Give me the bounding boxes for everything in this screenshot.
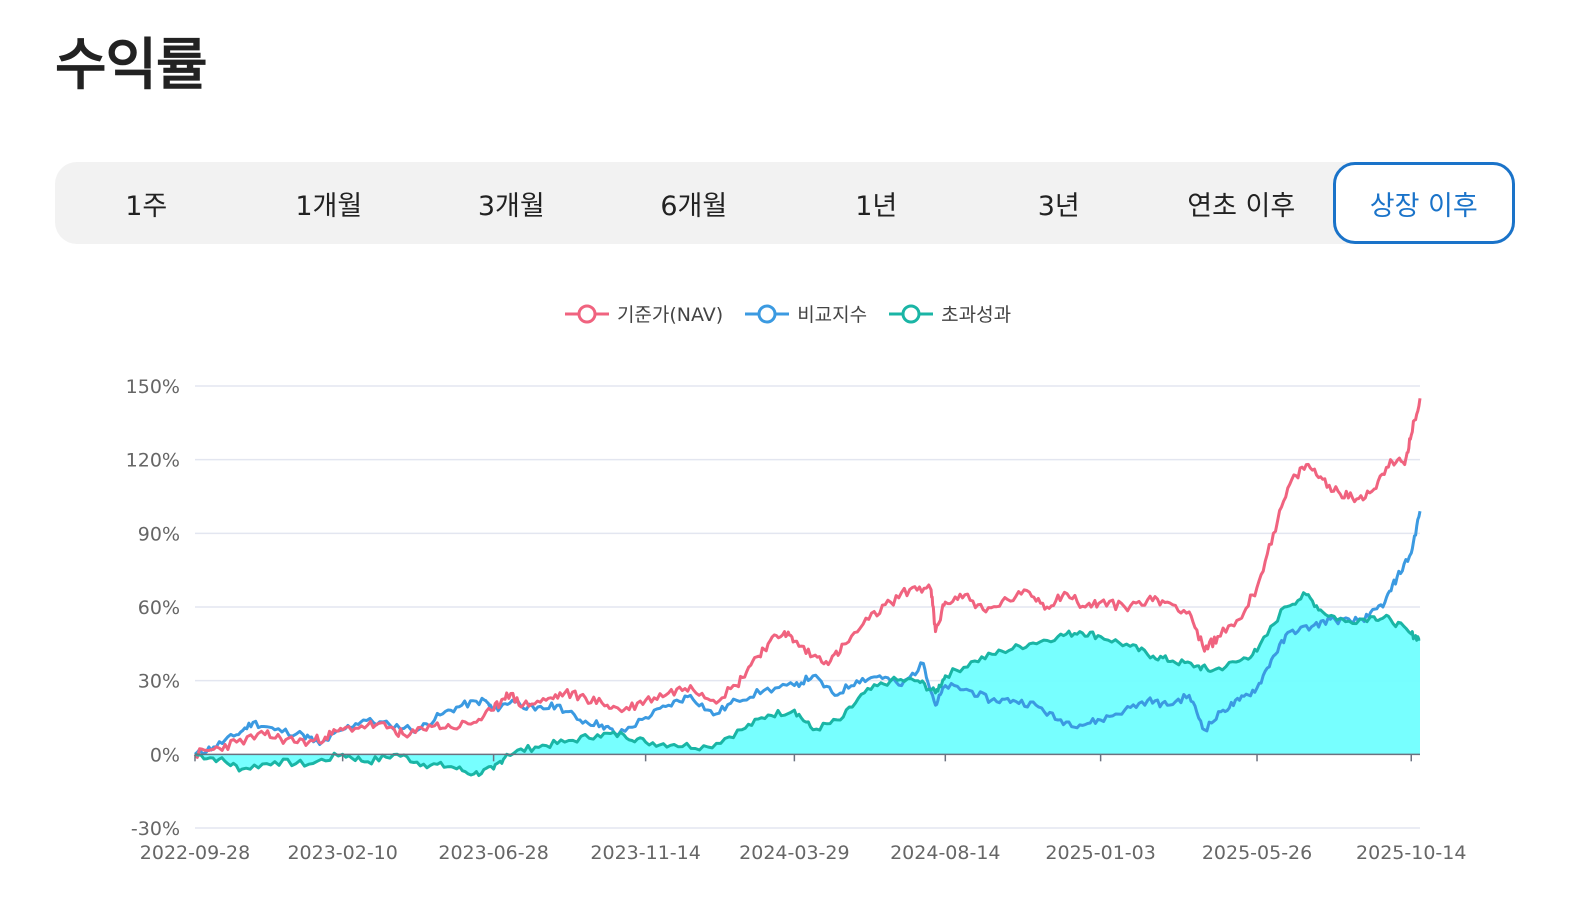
y-tick-label: 60% — [138, 597, 180, 619]
y-tick-label: 150% — [126, 376, 180, 398]
legend-label-benchmark: 비교지수 — [797, 304, 868, 326]
y-tick-label: 0% — [150, 744, 180, 766]
x-tick-label: 2023-06-28 — [438, 842, 548, 864]
nav-line — [193, 398, 1422, 759]
legend-item-excess[interactable]: 초과성과 — [889, 300, 1011, 327]
y-tick-label: 120% — [126, 450, 180, 472]
legend-excess-marker-icon — [889, 304, 934, 323]
period-tab-1w[interactable]: 1주 — [125, 190, 168, 222]
legend-label-excess: 초과성과 — [941, 304, 1012, 326]
x-tick-label: 2023-11-14 — [590, 842, 700, 864]
period-tab-1y[interactable]: 1년 — [855, 190, 898, 222]
x-tick-label: 2024-08-14 — [890, 842, 1000, 864]
y-tick-label: -30% — [131, 818, 180, 840]
axes: 150% 120% 90% 60% 30% 0% -30%2022-09-28 2023-02… — [126, 376, 1467, 864]
legend-label-nav: 기준가(NAV) — [616, 304, 724, 326]
legend-nav-marker-icon — [564, 304, 609, 323]
x-tick-label: 2022-09-28 — [140, 842, 250, 864]
excess-line — [194, 591, 1421, 777]
period-selector: 1주 1개월 3개월 6개월 1년 3년 연초 이후 상장 이후 — [55, 162, 1515, 244]
page-title: 수익률 — [55, 33, 208, 98]
legend-benchmark-marker-icon — [745, 304, 790, 323]
series-lines — [193, 398, 1422, 777]
period-tab-6m[interactable]: 6개월 — [660, 190, 728, 222]
x-tick-label: 2025-01-03 — [1045, 842, 1155, 864]
x-tick-label: 2025-05-26 — [1202, 842, 1312, 864]
x-tick-label: 2025-10-14 — [1356, 842, 1466, 864]
period-tab-ytd[interactable]: 연초 이후 — [1187, 190, 1296, 222]
period-tab-since-listing[interactable]: 상장 이후 — [1332, 162, 1515, 244]
excess-area — [195, 592, 1420, 776]
excess-area-fill — [195, 592, 1420, 776]
y-tick-label: 30% — [138, 671, 180, 693]
x-tick-label: 2023-02-10 — [287, 842, 397, 864]
legend-item-nav[interactable]: 기준가(NAV) — [564, 300, 724, 327]
period-tab-3m[interactable]: 3개월 — [477, 190, 545, 222]
legend-item-benchmark[interactable]: 비교지수 — [745, 300, 867, 327]
x-tick-label: 2024-03-29 — [739, 842, 849, 864]
y-tick-label: 90% — [138, 523, 180, 545]
period-tab-1m[interactable]: 1개월 — [295, 190, 363, 222]
chart-legend: 기준가(NAV) 비교지수 초과성과 — [0, 300, 1576, 327]
period-tab-3y[interactable]: 3년 — [1037, 190, 1080, 222]
